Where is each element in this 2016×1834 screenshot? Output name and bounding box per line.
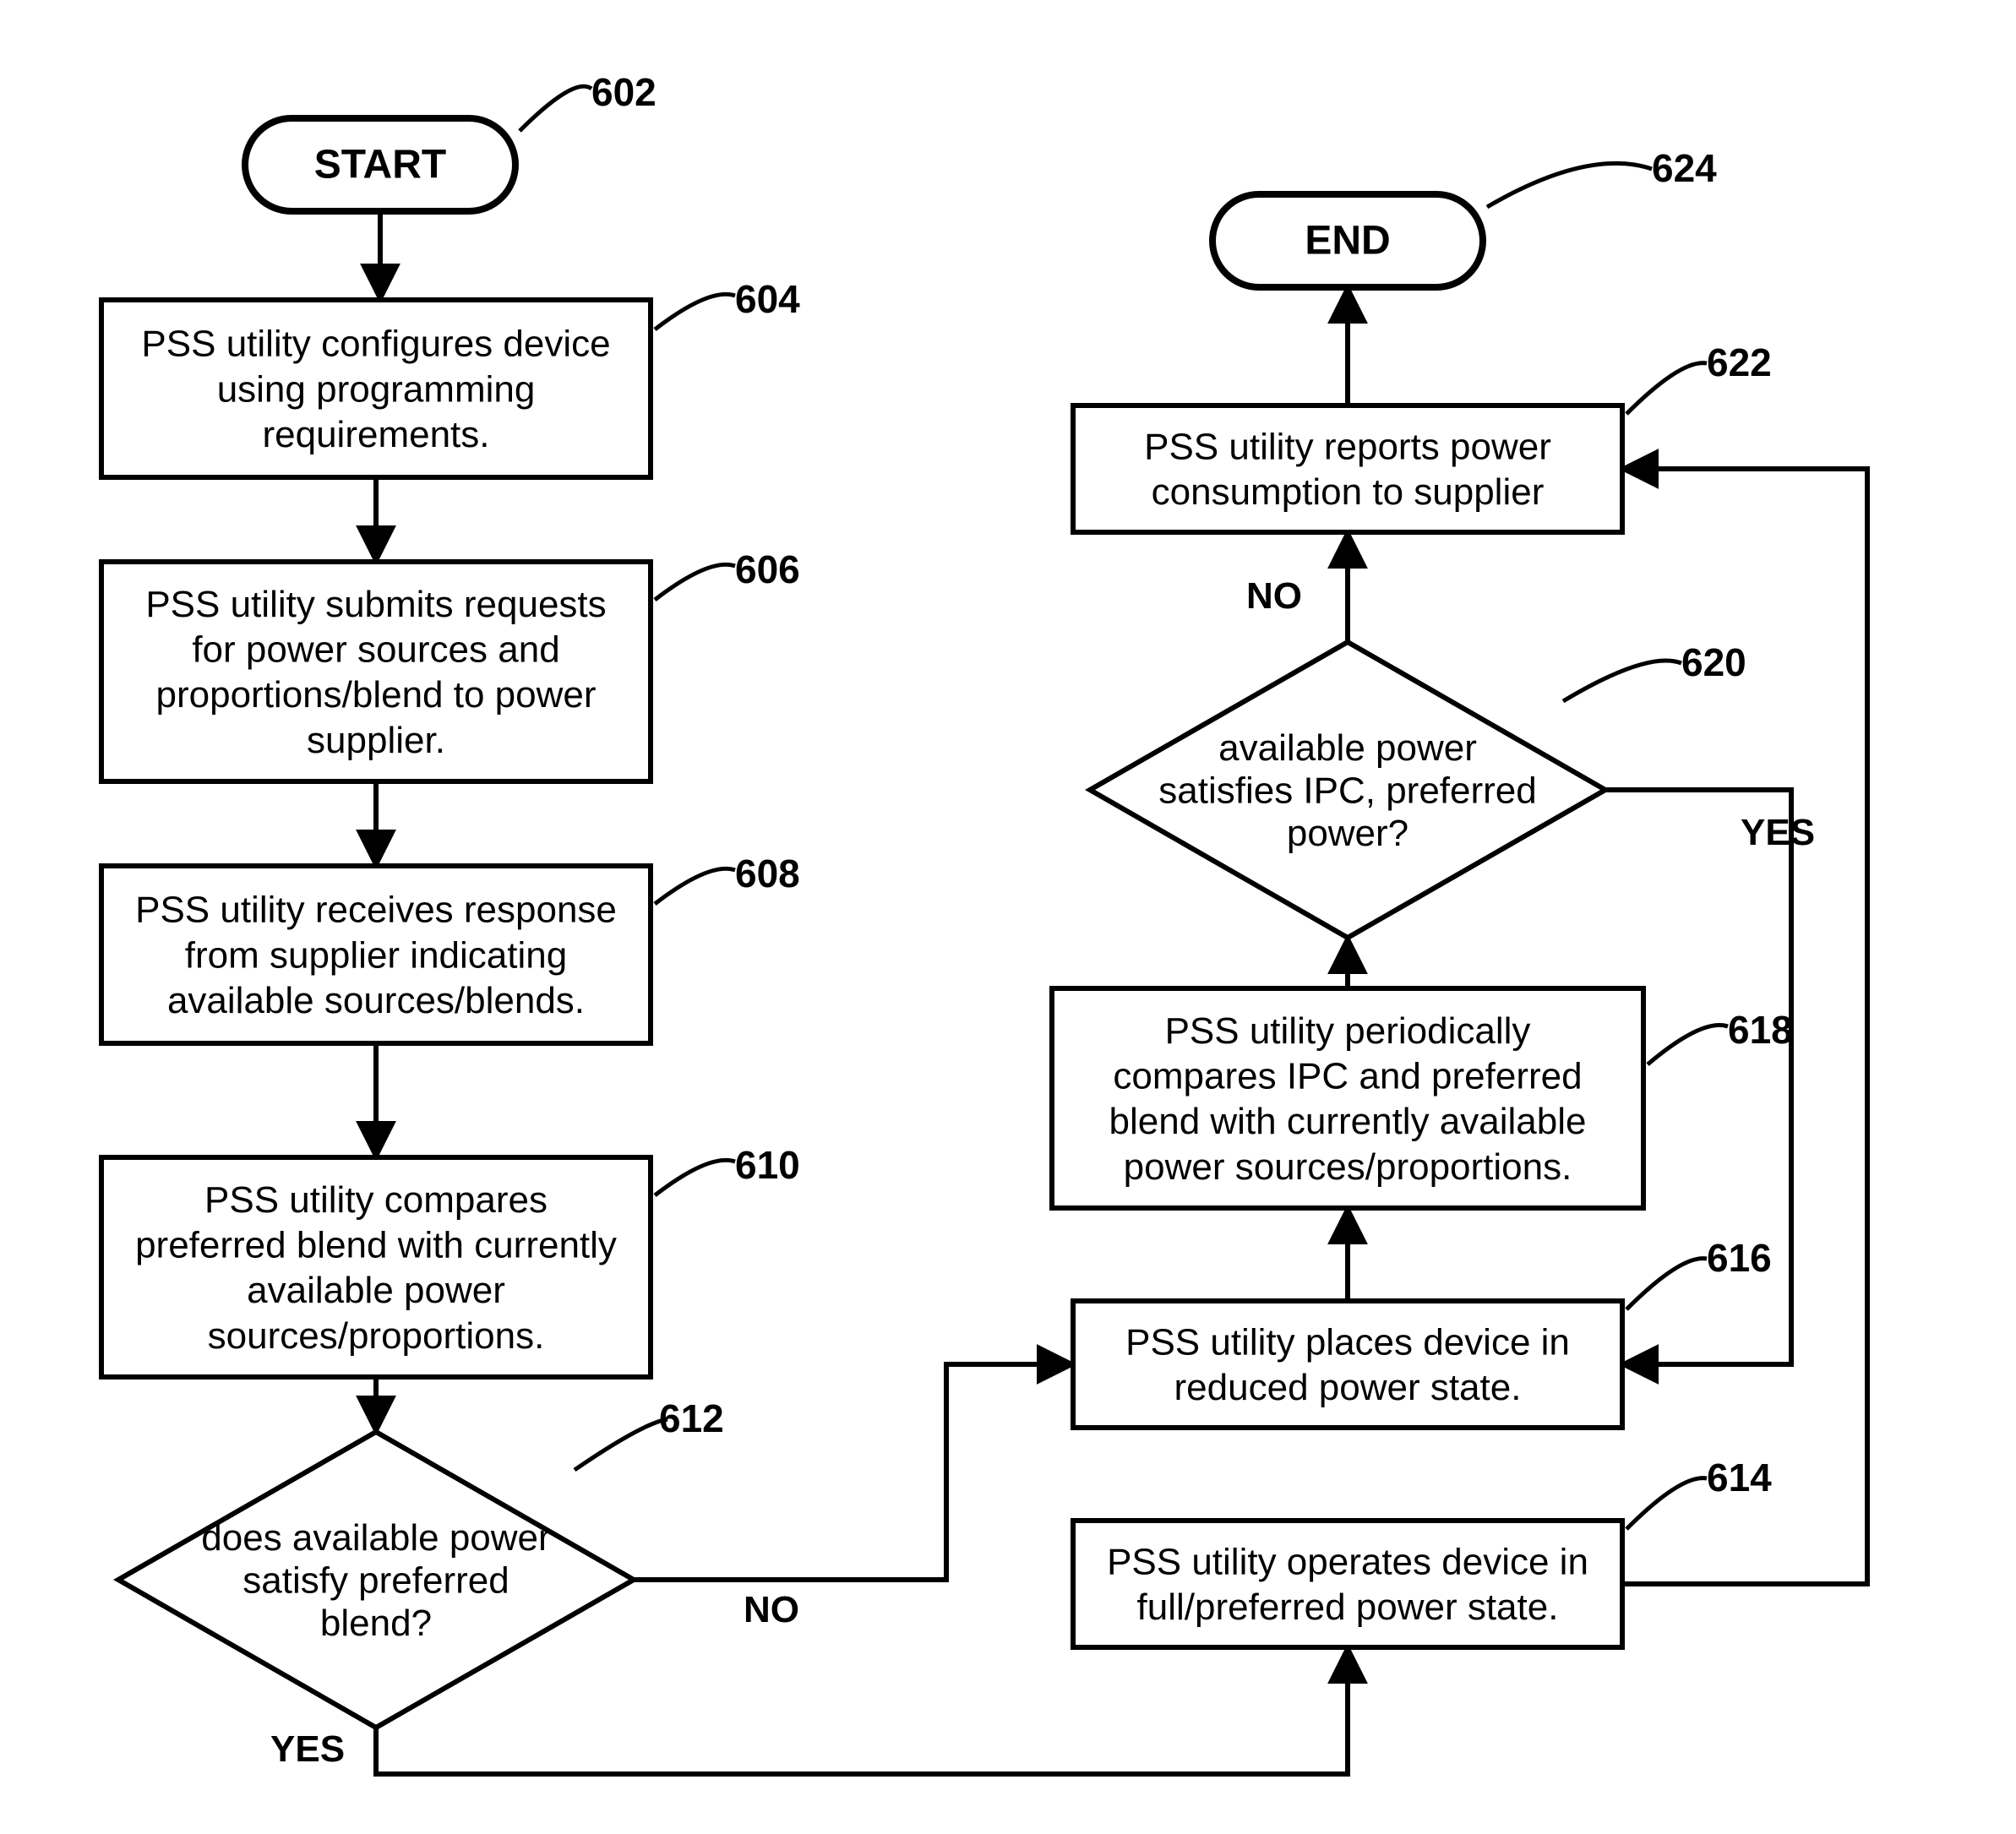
- node-label-n624: END: [1305, 219, 1390, 264]
- edge-label-e-612-yes-614: YES: [270, 1728, 345, 1770]
- edge-label-e-620-yes-616: YES: [1741, 812, 1815, 853]
- ref-n606: 606: [735, 547, 800, 591]
- ref-n616: 616: [1707, 1236, 1772, 1280]
- edge-label-e-620-no-622: NO: [1246, 575, 1302, 617]
- node-n602: START: [245, 118, 515, 211]
- node-n614: PSS utility operates device infull/prefe…: [1073, 1521, 1622, 1647]
- ref-n612: 612: [659, 1396, 724, 1440]
- ref-n622: 622: [1707, 340, 1772, 384]
- ref-n624: 624: [1652, 146, 1717, 190]
- node-n622: PSS utility reports powerconsumption to …: [1073, 405, 1622, 532]
- ref-n602: 602: [591, 70, 657, 114]
- node-n618: PSS utility periodicallycompares IPC and…: [1052, 988, 1643, 1208]
- flowchart-canvas: START PSS utility configures deviceusing …: [0, 0, 2016, 1834]
- node-n624: END: [1212, 194, 1483, 287]
- node-n610: PSS utility comparespreferred blend with…: [101, 1157, 651, 1377]
- node-label-n608: PSS utility receives responsefrom suppli…: [135, 890, 617, 1021]
- edge-label-e-612-no-616: NO: [744, 1589, 799, 1630]
- ref-n608: 608: [735, 852, 800, 895]
- ref-n614: 614: [1707, 1456, 1772, 1499]
- node-n616: PSS utility places device inreduced powe…: [1073, 1301, 1622, 1428]
- ref-n604: 604: [735, 277, 800, 321]
- node-n606: PSS utility submits requestsfor power so…: [101, 562, 651, 781]
- ref-n618: 618: [1728, 1008, 1793, 1052]
- ref-n620: 620: [1681, 640, 1746, 684]
- node-label-n602: START: [314, 143, 446, 188]
- node-n604: PSS utility configures deviceusing progr…: [101, 300, 651, 477]
- node-n608: PSS utility receives responsefrom suppli…: [101, 866, 651, 1043]
- ref-n610: 610: [735, 1143, 800, 1187]
